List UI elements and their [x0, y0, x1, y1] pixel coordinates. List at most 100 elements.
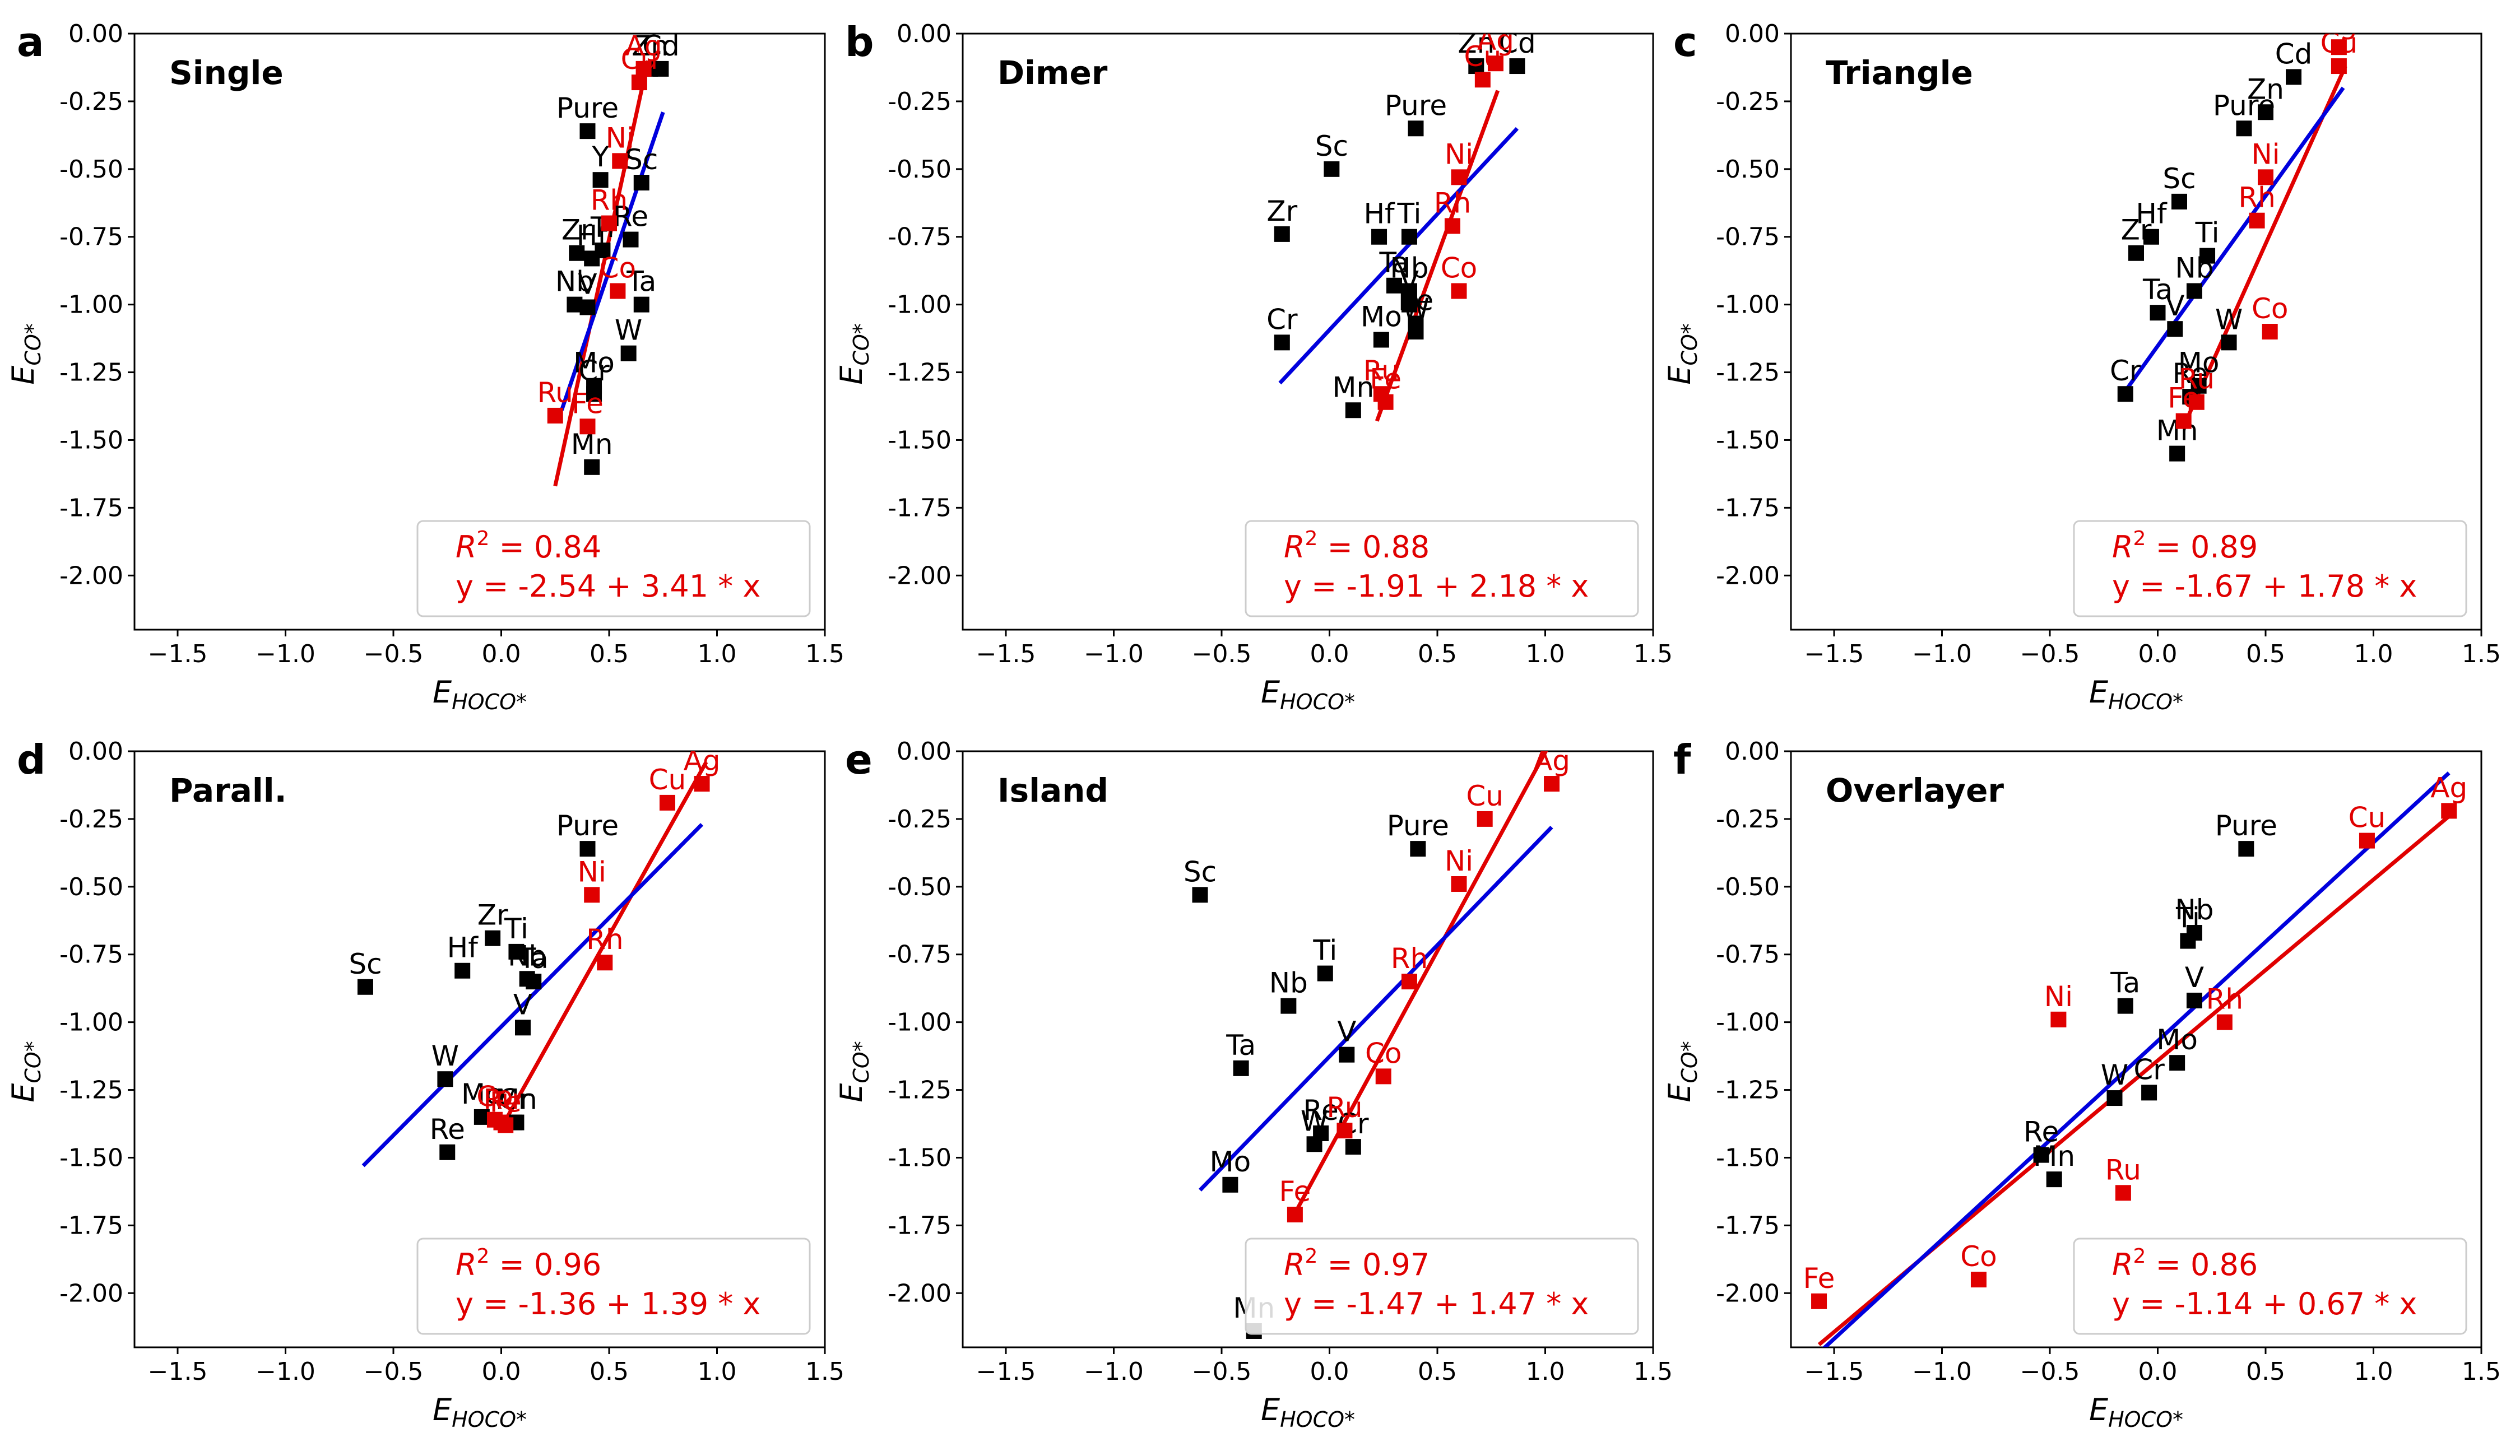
point-label-pure: Pure — [556, 92, 619, 124]
panel-a: −1.5 −1.0 −0.5 0.0 0.5 1.0 1.5 0.00 -0.25 -0.50 -0… — [6, 18, 844, 714]
y-tick-label: -0.25 — [59, 805, 123, 834]
point-label-cu: Cu — [2349, 802, 2386, 834]
marker-re — [2033, 1147, 2049, 1163]
marker-ta — [633, 296, 649, 313]
marker-w — [2221, 334, 2237, 351]
marker-zn — [2258, 104, 2273, 120]
panel-title: Overlayer — [1826, 771, 2004, 810]
point-label-w: W — [431, 1040, 459, 1072]
marker-y — [592, 172, 609, 188]
point-label-ag: Ag — [1533, 745, 1570, 777]
r-squared-text: R2 = 0.97 — [1284, 1245, 1430, 1282]
marker-zr — [485, 930, 501, 946]
point-label-rh: Rh — [2206, 983, 2243, 1016]
marker-cr — [1345, 1139, 1361, 1155]
point-label-re: Re — [2024, 1116, 2059, 1148]
marker-cr — [2141, 1085, 2157, 1101]
point-label-ru: Ru — [537, 376, 573, 409]
y-tick-label: 0.00 — [1725, 737, 1780, 766]
marker-mo — [1222, 1176, 1238, 1193]
y-tick-label: -0.25 — [1716, 805, 1780, 834]
marker-rh — [2249, 212, 2265, 229]
x-tick-label: 0.0 — [2138, 1357, 2178, 1386]
y-tick-label: 0.00 — [897, 20, 952, 48]
point-label-cr: Cr — [1266, 303, 1298, 336]
marker-w — [437, 1071, 453, 1087]
legend-box — [416, 1238, 811, 1335]
x-tick-label: −1.0 — [1912, 640, 1972, 668]
y-tick-label: -2.00 — [59, 561, 123, 590]
x-tick-label: 0.5 — [1418, 1357, 1457, 1386]
point-label-v: V — [1400, 266, 1419, 298]
panel-letter: e — [845, 736, 873, 783]
y-tick-label: 0.00 — [1725, 20, 1780, 48]
y-tick-label: -1.75 — [888, 494, 952, 522]
point-label-ru: Ru — [1363, 355, 1399, 387]
marker-v — [1401, 296, 1417, 313]
point-label-zr: Zr — [1266, 195, 1297, 227]
fit-line — [559, 111, 665, 411]
y-tick-label: -1.00 — [888, 1008, 952, 1037]
y-tick-label: -2.00 — [888, 561, 952, 590]
y-tick-label: -1.50 — [59, 426, 123, 454]
y-axis-label: ECO* — [834, 1041, 874, 1103]
panel-d: −1.5 −1.0 −0.5 0.0 0.5 1.0 1.5 0.00 -0.25 -0.50 -0… — [6, 736, 844, 1432]
marker-ni — [2258, 169, 2273, 185]
y-tick-label: -1.00 — [1716, 291, 1780, 319]
point-label-fe: Fe — [572, 387, 604, 420]
marker-cr — [2117, 386, 2133, 402]
x-tick-label: −1.0 — [1084, 640, 1144, 668]
marker-mn — [2046, 1171, 2062, 1188]
point-label-nb: Nb — [1390, 252, 1428, 284]
y-tick-label: -2.00 — [888, 1279, 952, 1308]
point-label-ru: Ru — [1326, 1091, 1362, 1124]
point-label-hf: Hf — [447, 932, 479, 964]
point-label-pure: Pure — [1387, 810, 1449, 842]
marker-ti — [1401, 229, 1417, 245]
y-tick-label: -1.50 — [888, 426, 952, 454]
x-tick-label: −1.0 — [1084, 1357, 1144, 1386]
r-squared-text: R2 = 0.86 — [2112, 1245, 2258, 1282]
marker-ni — [1451, 169, 1467, 185]
marker-ti — [1317, 965, 1333, 981]
y-tick-label: -1.75 — [888, 1211, 952, 1240]
marker-fe — [579, 418, 596, 435]
y-tick-label: 0.00 — [68, 737, 123, 766]
marker-cr — [1274, 334, 1290, 351]
x-tick-label: −1.5 — [1804, 1357, 1864, 1386]
point-label-rh: Rh — [2238, 182, 2275, 214]
point-label-w: W — [2215, 303, 2243, 336]
point-label-w: W — [2101, 1059, 2128, 1091]
marker-fe — [498, 1117, 514, 1133]
point-label-cu: Cu — [1466, 780, 1503, 812]
marker-co — [2262, 324, 2278, 339]
fit-line — [361, 823, 704, 1167]
marker-cr — [586, 386, 602, 402]
x-tick-label: −0.5 — [364, 1357, 424, 1386]
marker-rh — [1401, 974, 1417, 990]
x-tick-label: 0.5 — [590, 640, 629, 668]
y-tick-label: -0.75 — [59, 223, 123, 252]
point-label-cr: Cr — [578, 355, 610, 387]
marker-sc — [633, 175, 649, 190]
point-label-ti: Ti — [1396, 198, 1421, 230]
marker-nb — [1401, 283, 1417, 299]
x-tick-label: −1.5 — [1804, 640, 1864, 668]
point-label-fe: Fe — [2168, 382, 2199, 415]
point-label-ag: Ag — [2321, 8, 2357, 40]
point-label-cr: Cr — [2110, 355, 2141, 387]
point-label-pure: Pure — [1385, 89, 1447, 122]
x-tick-label: 1.5 — [805, 1357, 844, 1386]
marker-zn — [1468, 58, 1484, 75]
marker-sc — [2171, 193, 2187, 210]
marker-cu — [659, 794, 675, 811]
x-tick-label: −0.5 — [1192, 1357, 1252, 1386]
point-label-rh: Rh — [1391, 942, 1428, 975]
y-tick-label: -1.50 — [888, 1143, 952, 1172]
x-tick-label: −1.5 — [976, 640, 1036, 668]
point-label-nb: Nb — [2175, 252, 2213, 284]
marker-ti — [2180, 933, 2196, 949]
